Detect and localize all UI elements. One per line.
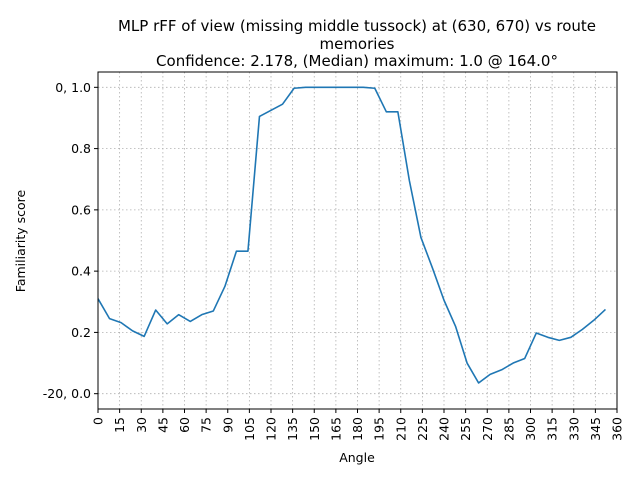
x-tick-label: 210 <box>393 417 408 441</box>
x-tick-label: 0 <box>91 417 106 425</box>
x-tick-label: 195 <box>372 417 387 441</box>
chart-title-line-1: MLP rFF of view (missing middle tussock)… <box>118 17 596 35</box>
x-tick-label: 150 <box>307 417 322 441</box>
x-tick-label: 165 <box>328 417 343 441</box>
x-tick-label: 90 <box>220 417 235 433</box>
x-tick-label: 75 <box>199 417 214 433</box>
x-tick-label: 300 <box>523 417 538 441</box>
x-tick-label: 330 <box>566 417 581 441</box>
y-tick-label: -20, 0.0 <box>43 386 91 401</box>
x-tick-label: 240 <box>437 417 452 441</box>
x-tick-label: 45 <box>155 417 170 433</box>
y-tick-label: 0.8 <box>71 141 91 156</box>
y-tick-label: 0.2 <box>71 325 91 340</box>
x-tick-label: 120 <box>264 417 279 441</box>
x-tick-label: 15 <box>112 417 127 433</box>
x-tick-label: 345 <box>588 417 603 441</box>
y-tick-label: 0.6 <box>71 202 91 217</box>
series-line <box>97 86 607 384</box>
x-tick-label: 255 <box>458 417 473 441</box>
y-tick-label: 0, 1.0 <box>55 80 91 95</box>
x-tick-label: 180 <box>350 417 365 441</box>
axis-ticks: 0 15 30 45 60 75 90 105 120 135 150 165 180 195 210 225… <box>43 80 625 441</box>
x-tick-label: 315 <box>545 417 560 441</box>
x-tick-label: 270 <box>480 417 495 441</box>
x-tick-label: 225 <box>415 417 430 441</box>
x-tick-label: 30 <box>134 417 149 433</box>
x-tick-label: 60 <box>177 417 192 433</box>
x-tick-label: 135 <box>285 417 300 441</box>
y-tick-label: 0.4 <box>71 264 91 279</box>
chart-title-line-3: Confidence: 2.178, (Median) maximum: 1.0… <box>156 52 558 70</box>
y-axis-label: Familiarity score <box>13 189 28 292</box>
x-axis-label: Angle <box>339 450 375 465</box>
grid <box>97 72 618 409</box>
x-tick-label: 105 <box>242 417 257 441</box>
chart-title-line-2: memories <box>319 35 394 53</box>
x-tick-label: 360 <box>610 417 625 441</box>
x-tick-label: 285 <box>501 417 516 441</box>
